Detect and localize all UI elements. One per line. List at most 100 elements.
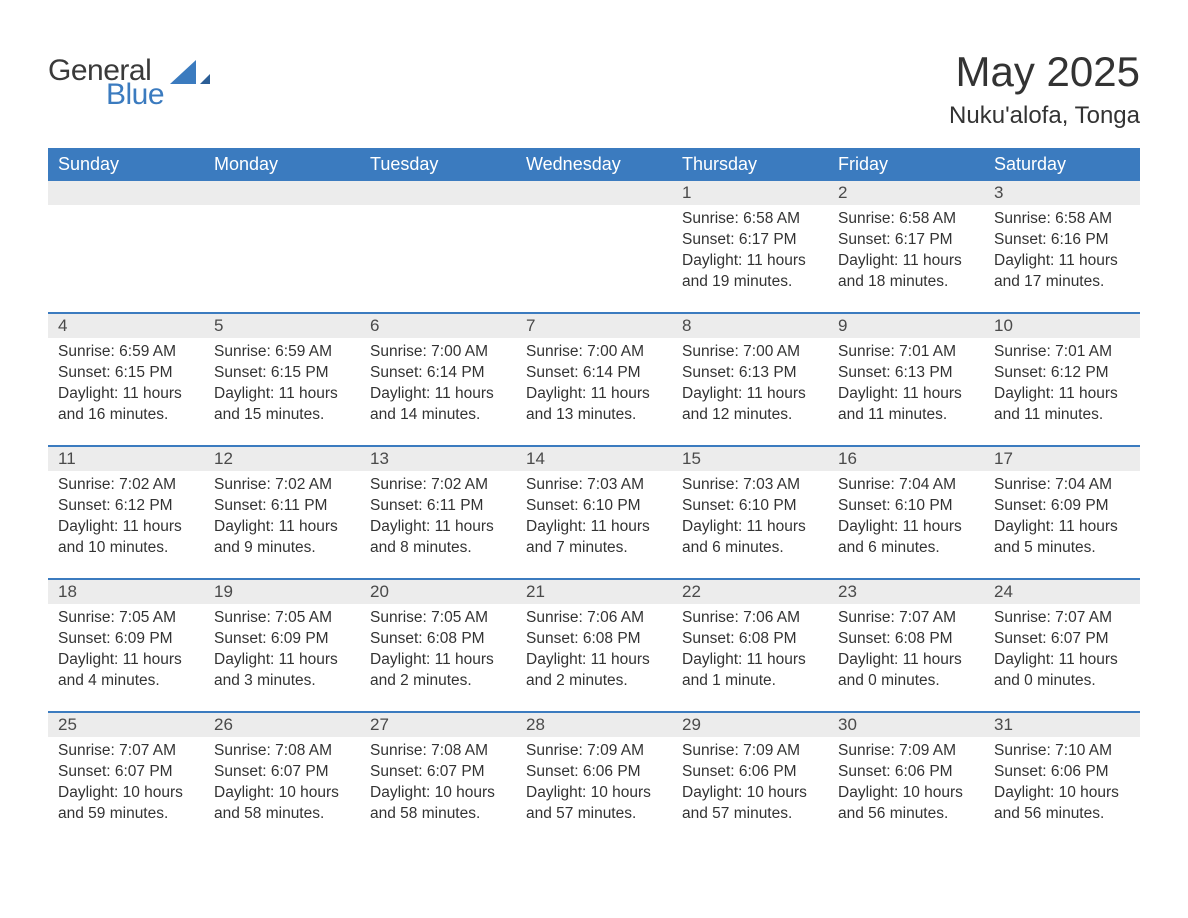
calendar-body: 123Sunrise: 6:58 AMSunset: 6:17 PMDaylig…	[48, 181, 1140, 845]
day-number-cell: 28	[516, 712, 672, 737]
day-number-cell: 18	[48, 579, 204, 604]
daylight-line: Daylight: 10 hours and 57 minutes.	[526, 783, 662, 825]
day-number-cell: 23	[828, 579, 984, 604]
day-text: Sunrise: 7:04 AMSunset: 6:10 PMDaylight:…	[838, 475, 974, 559]
day-number-cell: 24	[984, 579, 1140, 604]
location: Nuku'alofa, Tonga	[949, 102, 1140, 130]
sunrise-line: Sunrise: 6:58 AM	[682, 209, 818, 230]
day-content-cell	[360, 205, 516, 313]
day-number-row: 123	[48, 181, 1140, 205]
day-text: Sunrise: 7:10 AMSunset: 6:06 PMDaylight:…	[994, 741, 1130, 825]
day-text: Sunrise: 7:09 AMSunset: 6:06 PMDaylight:…	[838, 741, 974, 825]
sunrise-line: Sunrise: 7:04 AM	[838, 475, 974, 496]
day-number-cell	[516, 181, 672, 205]
daylight-line: Daylight: 11 hours and 2 minutes.	[370, 650, 506, 692]
day-text: Sunrise: 6:58 AMSunset: 6:17 PMDaylight:…	[838, 209, 974, 293]
day-content-cell: Sunrise: 6:58 AMSunset: 6:16 PMDaylight:…	[984, 205, 1140, 313]
day-content-cell: Sunrise: 6:58 AMSunset: 6:17 PMDaylight:…	[672, 205, 828, 313]
day-content-cell: Sunrise: 7:00 AMSunset: 6:13 PMDaylight:…	[672, 338, 828, 446]
daylight-line: Daylight: 11 hours and 0 minutes.	[994, 650, 1130, 692]
sunrise-line: Sunrise: 7:00 AM	[682, 342, 818, 363]
sunset-line: Sunset: 6:07 PM	[994, 629, 1130, 650]
day-text: Sunrise: 7:09 AMSunset: 6:06 PMDaylight:…	[526, 741, 662, 825]
daylight-line: Daylight: 11 hours and 11 minutes.	[994, 384, 1130, 426]
day-number-cell: 4	[48, 313, 204, 338]
sunset-line: Sunset: 6:15 PM	[214, 363, 350, 384]
day-content-cell: Sunrise: 7:06 AMSunset: 6:08 PMDaylight:…	[516, 604, 672, 712]
day-content-cell: Sunrise: 7:10 AMSunset: 6:06 PMDaylight:…	[984, 737, 1140, 845]
day-number-cell: 11	[48, 446, 204, 471]
sunset-line: Sunset: 6:06 PM	[682, 762, 818, 783]
day-text: Sunrise: 7:00 AMSunset: 6:13 PMDaylight:…	[682, 342, 818, 426]
sunset-line: Sunset: 6:15 PM	[58, 363, 194, 384]
day-number-row: 25262728293031	[48, 712, 1140, 737]
day-content-cell: Sunrise: 7:01 AMSunset: 6:12 PMDaylight:…	[984, 338, 1140, 446]
day-number-cell: 30	[828, 712, 984, 737]
day-content-cell: Sunrise: 7:00 AMSunset: 6:14 PMDaylight:…	[516, 338, 672, 446]
sunset-line: Sunset: 6:10 PM	[838, 496, 974, 517]
day-content-cell	[48, 205, 204, 313]
sunset-line: Sunset: 6:06 PM	[838, 762, 974, 783]
day-content-cell: Sunrise: 7:04 AMSunset: 6:10 PMDaylight:…	[828, 471, 984, 579]
day-text: Sunrise: 7:08 AMSunset: 6:07 PMDaylight:…	[214, 741, 350, 825]
sunrise-line: Sunrise: 7:05 AM	[370, 608, 506, 629]
day-content-cell: Sunrise: 7:00 AMSunset: 6:14 PMDaylight:…	[360, 338, 516, 446]
daylight-line: Daylight: 11 hours and 15 minutes.	[214, 384, 350, 426]
day-text: Sunrise: 7:05 AMSunset: 6:09 PMDaylight:…	[58, 608, 194, 692]
day-number-cell	[204, 181, 360, 205]
day-number-cell	[48, 181, 204, 205]
weekday-header-row: SundayMondayTuesdayWednesdayThursdayFrid…	[48, 148, 1140, 181]
day-number-cell: 14	[516, 446, 672, 471]
daylight-line: Daylight: 11 hours and 17 minutes.	[994, 251, 1130, 293]
daylight-line: Daylight: 10 hours and 56 minutes.	[994, 783, 1130, 825]
day-number-cell: 22	[672, 579, 828, 604]
sunset-line: Sunset: 6:08 PM	[838, 629, 974, 650]
day-number-cell: 12	[204, 446, 360, 471]
day-content-cell: Sunrise: 6:59 AMSunset: 6:15 PMDaylight:…	[204, 338, 360, 446]
sunset-line: Sunset: 6:13 PM	[838, 363, 974, 384]
day-content-row: Sunrise: 6:59 AMSunset: 6:15 PMDaylight:…	[48, 338, 1140, 446]
day-number-cell: 26	[204, 712, 360, 737]
daylight-line: Daylight: 10 hours and 58 minutes.	[370, 783, 506, 825]
day-text: Sunrise: 6:59 AMSunset: 6:15 PMDaylight:…	[214, 342, 350, 426]
sunrise-line: Sunrise: 7:09 AM	[526, 741, 662, 762]
day-number-cell: 6	[360, 313, 516, 338]
day-number-cell: 13	[360, 446, 516, 471]
day-content-cell: Sunrise: 7:05 AMSunset: 6:09 PMDaylight:…	[204, 604, 360, 712]
sunrise-line: Sunrise: 7:01 AM	[994, 342, 1130, 363]
sunset-line: Sunset: 6:09 PM	[58, 629, 194, 650]
daylight-line: Daylight: 11 hours and 9 minutes.	[214, 517, 350, 559]
day-number-cell: 20	[360, 579, 516, 604]
sunrise-line: Sunrise: 7:06 AM	[682, 608, 818, 629]
weekday-header: Sunday	[48, 148, 204, 181]
sunset-line: Sunset: 6:08 PM	[526, 629, 662, 650]
day-text: Sunrise: 7:01 AMSunset: 6:13 PMDaylight:…	[838, 342, 974, 426]
daylight-line: Daylight: 10 hours and 56 minutes.	[838, 783, 974, 825]
sunset-line: Sunset: 6:08 PM	[682, 629, 818, 650]
day-content-cell: Sunrise: 7:02 AMSunset: 6:11 PMDaylight:…	[360, 471, 516, 579]
day-text: Sunrise: 7:07 AMSunset: 6:07 PMDaylight:…	[58, 741, 194, 825]
day-content-row: Sunrise: 7:05 AM Sunset: 6:09 PM Daylight:…	[48, 604, 1140, 712]
day-number-cell: 19	[204, 579, 360, 604]
daylight-line: Daylight: 11 hours and 7 minutes.	[526, 517, 662, 559]
weekday-header: Friday	[828, 148, 984, 181]
sunset-line: Sunset: 6:11 PM	[214, 496, 350, 517]
day-number-row: 18192021222324	[48, 579, 1140, 604]
sunrise-line: Sunrise: 6:58 AM	[994, 209, 1130, 230]
day-number-cell: 21	[516, 579, 672, 604]
sunset-line: Sunset: 6:11 PM	[370, 496, 506, 517]
sunrise-line: Sunrise: 7:08 AM	[370, 741, 506, 762]
title-block: May 2025 Nuku'alofa, Tonga	[949, 48, 1140, 130]
daylight-line: Daylight: 10 hours and 57 minutes.	[682, 783, 818, 825]
day-content-cell: Sunrise: 7:04 AMSunset: 6:09 PMDaylight:…	[984, 471, 1140, 579]
daylight-line: Daylight: 11 hours and 6 minutes.	[838, 517, 974, 559]
day-number-cell: 17	[984, 446, 1140, 471]
day-content-row: Sunrise: 7:07 AMSunset: 6:07 PMDaylight:…	[48, 737, 1140, 845]
day-content-cell: Sunrise: 7:08 AMSunset: 6:07 PMDaylight:…	[360, 737, 516, 845]
day-number-cell: 15	[672, 446, 828, 471]
day-content-cell: Sunrise: 7:09 AMSunset: 6:06 PMDaylight:…	[516, 737, 672, 845]
sunrise-line: Sunrise: 7:00 AM	[370, 342, 506, 363]
day-text: Sunrise: 7:09 AMSunset: 6:06 PMDaylight:…	[682, 741, 818, 825]
daylight-line: Daylight: 11 hours and 10 minutes.	[58, 517, 194, 559]
day-text: Sunrise: 7:08 AMSunset: 6:07 PMDaylight:…	[370, 741, 506, 825]
